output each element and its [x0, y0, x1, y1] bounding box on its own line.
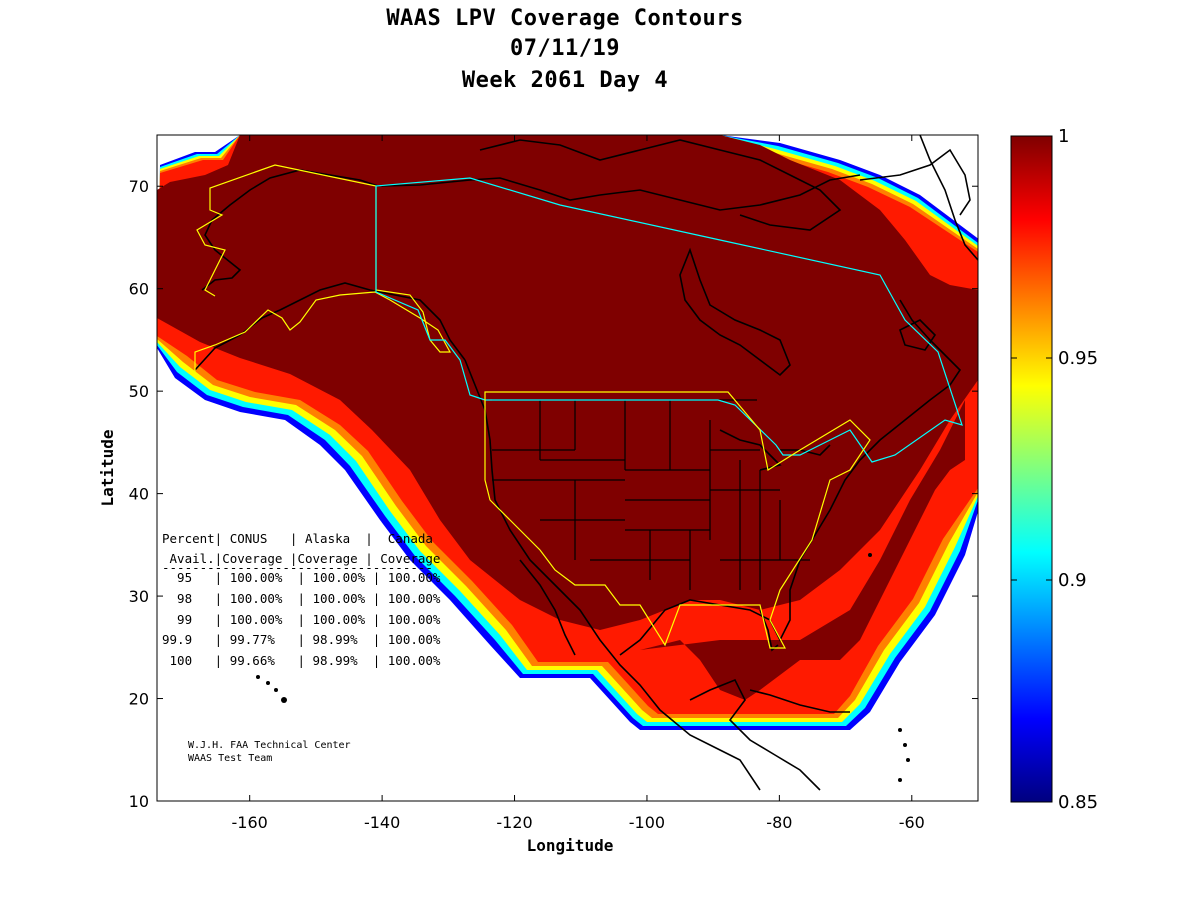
- chart-week-day: Week 2061 Day 4: [461, 68, 669, 93]
- coverage-contours: [157, 135, 978, 801]
- coverage-core-gulf: [640, 400, 965, 700]
- colorbar-tick-label: 0.9: [1058, 570, 1087, 591]
- colorbar-tick-label: 0.85: [1058, 792, 1098, 813]
- credit-line-1: W.J.H. FAA Technical Center: [188, 740, 351, 751]
- y-tick-label: 20: [129, 690, 149, 709]
- x-tick-label: -160: [232, 813, 268, 832]
- y-tick-label: 30: [129, 587, 149, 606]
- stats-rule: ------------------------------------: [162, 560, 433, 575]
- chart-date: 07/11/19: [510, 36, 620, 61]
- y-tick-label: 40: [129, 485, 149, 504]
- x-tick-label: -100: [629, 813, 665, 832]
- y-axis-ticks: 10 20 30 40 50 60 70: [129, 177, 978, 811]
- stats-row: 99 | 100.00% | 100.00% | 100.00%: [162, 612, 441, 627]
- x-tick-label: -140: [364, 813, 400, 832]
- y-tick-label: 10: [129, 792, 149, 811]
- hawaii-islands: [256, 675, 287, 703]
- stats-row: 98 | 100.00% | 100.00% | 100.00%: [162, 591, 441, 606]
- chart-title: WAAS LPV Coverage Contours: [386, 6, 744, 31]
- colorbar-tick-label: 1: [1058, 126, 1069, 147]
- conus-service-boundary: [484, 391, 871, 649]
- y-axis-label: Latitude: [98, 429, 117, 506]
- x-axis-ticks: -160 -140 -120 -100 -80 -60: [232, 135, 925, 832]
- colorbar-ticks: 1 0.95 0.9 0.85: [1011, 126, 1098, 813]
- coverage-core-dark-red: [157, 135, 978, 630]
- y-tick-label: 70: [129, 177, 149, 196]
- stats-row: 95 | 100.00% | 100.00% | 100.00%: [162, 570, 441, 585]
- alaska-service-boundary: [194, 164, 452, 372]
- y-tick-label: 60: [129, 280, 149, 299]
- plot-frame: [156, 134, 979, 802]
- stats-header-1: Percent| CONUS | Alaska | Canada: [162, 531, 433, 546]
- x-tick-label: -80: [766, 813, 792, 832]
- caribbean-islands: [868, 553, 910, 782]
- colorbar-tick-label: 0.95: [1058, 348, 1098, 369]
- x-axis-label: Longitude: [527, 836, 614, 855]
- colorbar: [1010, 135, 1053, 803]
- service-area-outlines: [194, 164, 963, 649]
- stats-header-2: Avail.|Coverage |Coverage | Coverage: [162, 551, 440, 566]
- stats-row: 100 | 99.66% | 98.99% | 100.00%: [162, 653, 441, 668]
- stats-row: 99.9 | 99.77% | 98.99% | 100.00%: [162, 632, 441, 647]
- coverage-stats-table: Percent| CONUS | Alaska | Canada Avail.|…: [162, 531, 441, 668]
- x-tick-label: -60: [899, 813, 925, 832]
- y-tick-label: 50: [129, 382, 149, 401]
- x-tick-label: -120: [496, 813, 532, 832]
- credit-line-2: WAAS Test Team: [188, 753, 272, 764]
- canada-service-boundary: [375, 177, 963, 463]
